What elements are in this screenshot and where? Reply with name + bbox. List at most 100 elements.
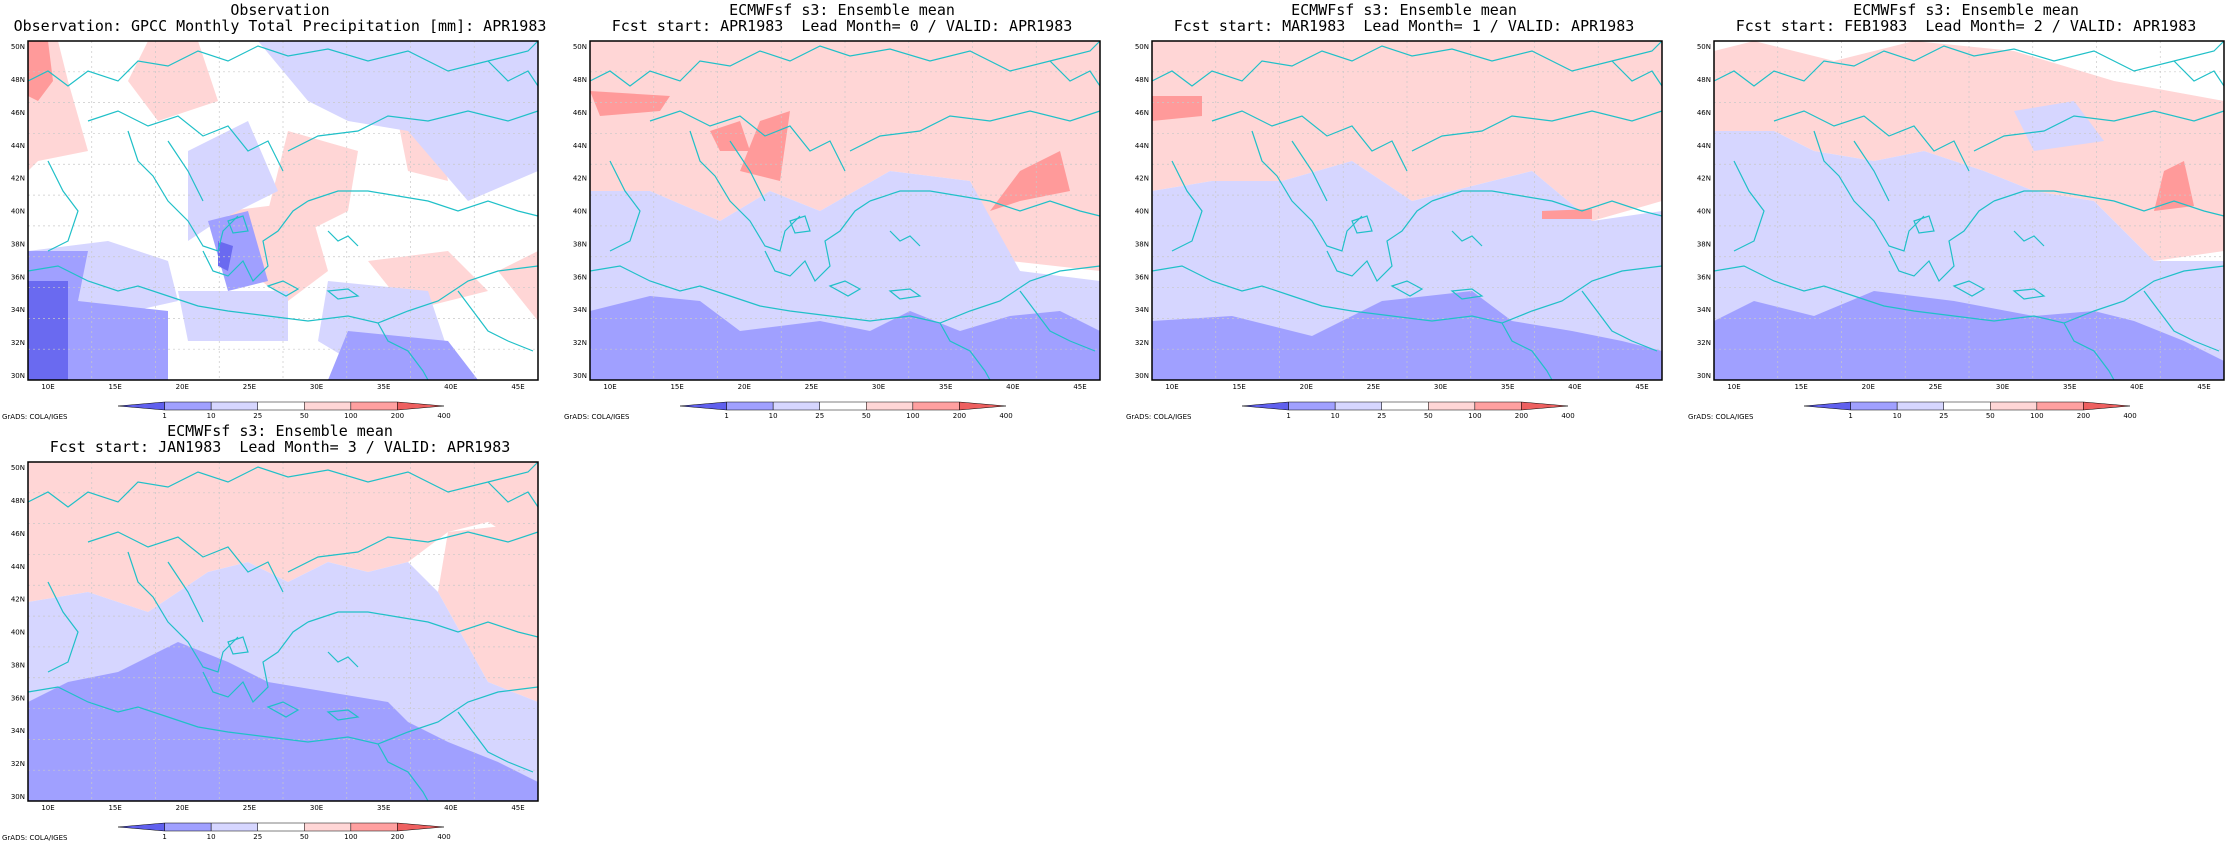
coastline: [202, 621, 309, 704]
coastline: [1390, 280, 1424, 297]
coastline: [47, 160, 79, 252]
coastline: [1713, 40, 2225, 87]
coastline: [457, 711, 534, 773]
panel-title: ECMWFsf s3: Ensemble mean: [1291, 1, 1517, 19]
colorbar-label: 400: [437, 833, 450, 841]
lon-label: 10E: [603, 383, 616, 391]
coastline: [266, 701, 300, 718]
lon-label: 25E: [243, 383, 256, 391]
coastline: [1049, 60, 1101, 87]
colorbar: 1 10 25 50 100 200 400: [679, 401, 1013, 420]
shading-red: [710, 121, 750, 151]
colorbar-segment: [304, 822, 352, 832]
lat-label: 36N: [11, 273, 25, 281]
colorbar-label: 400: [999, 412, 1012, 420]
colorbar-label: 50: [300, 412, 309, 420]
panel-subtitle: Fcst start: APR1983 Lead Month= 0 / VALI…: [611, 17, 1073, 35]
colorbar-segment: [1803, 401, 1851, 411]
colorbar-segment: [117, 401, 165, 411]
coastline: [1501, 322, 1553, 381]
coastline: [939, 322, 991, 381]
lat-label: 38N: [11, 661, 25, 669]
coastline: [1952, 280, 1986, 297]
shading-red: [740, 111, 790, 181]
shading-lightblue: [178, 291, 288, 341]
lon-label: 15E: [1794, 383, 1807, 391]
lon-label: 45E: [511, 804, 524, 812]
coastline: [1211, 110, 1408, 172]
colorbar-segment: [772, 401, 820, 411]
shading-pink: [438, 522, 538, 702]
map-frame: [1151, 40, 1663, 381]
lon-label: 35E: [377, 383, 390, 391]
shading-lightblue: [188, 121, 278, 241]
coastline: [589, 265, 1101, 324]
coastline: [649, 110, 846, 172]
lat-label: 48N: [573, 76, 587, 84]
shading-darkblue: [218, 241, 233, 271]
lat-label: 32N: [1697, 339, 1711, 347]
colorbar-segment: [117, 822, 165, 832]
lat-label: 32N: [11, 760, 25, 768]
coastline: [889, 230, 921, 247]
lon-label: 40E: [444, 383, 457, 391]
colorbar-label: 400: [2123, 412, 2136, 420]
coastline: [87, 531, 284, 593]
lon-label: 30E: [872, 383, 885, 391]
lon-label: 20E: [1862, 383, 1875, 391]
lat-label: 30N: [11, 372, 25, 380]
colorbar-segment: [866, 401, 914, 411]
coastline: [327, 230, 359, 247]
precip-map-0: 30N 32N 34N 36N 38N 40N 42N 44N 46N 48N 50N 10E 15E 2…: [11, 40, 539, 420]
colorbar-label: 100: [344, 833, 357, 841]
panel-subtitle: Fcst start: MAR1983 Lead Month= 1 / VALI…: [1173, 17, 1635, 35]
colorbar-label: 1: [162, 833, 166, 841]
colorbar-label: 400: [437, 412, 450, 420]
precip-map-1: 30N 32N 34N 36N 38N 40N 42N 44N 46N 48N 50N 10E 15E 2…: [573, 40, 1101, 420]
colorbar-segment: [1474, 401, 1522, 411]
map-area: [27, 461, 539, 802]
lat-label: 46N: [11, 530, 25, 538]
lat-label: 50N: [1135, 43, 1149, 51]
lon-label: 30E: [1996, 383, 2009, 391]
coastline: [1411, 110, 1663, 152]
coastline: [227, 636, 249, 655]
colorbar-segment: [679, 401, 727, 411]
coastline: [2143, 290, 2220, 352]
coastline: [27, 265, 539, 324]
coastline: [27, 40, 539, 87]
lat-label: 50N: [1697, 43, 1711, 51]
lon-label: 30E: [310, 383, 323, 391]
panel-title: ECMWFsf s3: Ensemble mean: [167, 422, 393, 440]
lon-label: 25E: [1367, 383, 1380, 391]
colorbar-label: 200: [391, 412, 404, 420]
precip-map-2: 30N 32N 34N 36N 38N 40N 42N 44N 46N 48N 50N 10E 15E 2…: [1135, 40, 1663, 420]
colorbar-segment: [1896, 401, 1944, 411]
lat-label: 46N: [1697, 109, 1711, 117]
coastline: [1151, 265, 1663, 324]
shading-blue: [328, 331, 478, 380]
coastline: [828, 280, 862, 297]
colorbar-label: 100: [1468, 412, 1481, 420]
coastline: [307, 190, 539, 217]
coastline: [1611, 60, 1663, 87]
coastline: [487, 481, 539, 508]
colorbar-segment: [912, 401, 960, 411]
colorbar-segment: [350, 822, 398, 832]
lon-label: 45E: [2197, 383, 2210, 391]
colorbar-label: 100: [2030, 412, 2043, 420]
colorbar-label: 25: [1939, 412, 1948, 420]
colorbar-segment: [1943, 401, 1991, 411]
shading-red: [1152, 96, 1202, 121]
lat-label: 50N: [11, 43, 25, 51]
lon-label: 25E: [1929, 383, 1942, 391]
colorbar-segment: [959, 401, 1007, 411]
colorbar-label: 1: [724, 412, 728, 420]
coastline: [1326, 200, 1433, 283]
panel-subtitle: Fcst start: FEB1983 Lead Month= 2 / VALI…: [1735, 17, 2197, 35]
coastline: [27, 461, 539, 508]
colorbar-segment: [164, 401, 212, 411]
grads-credit: GrADS: COLA/IGES: [1126, 413, 1192, 421]
colorbar-segment: [210, 401, 258, 411]
coastline: [849, 110, 1101, 152]
